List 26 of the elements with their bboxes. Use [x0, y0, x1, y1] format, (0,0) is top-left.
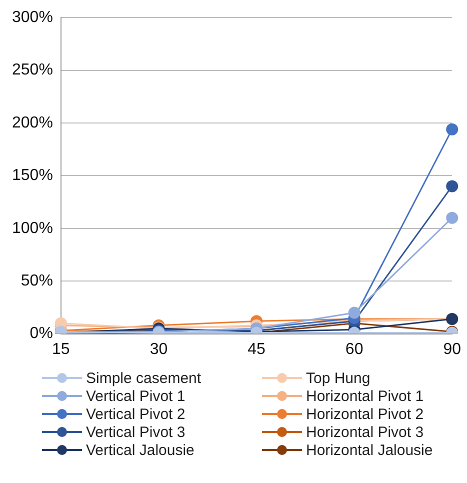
y-tick-label: 100% — [12, 220, 53, 237]
y-tick-label: 50% — [20, 272, 53, 290]
legend-label: Horizontal Jalousie — [306, 442, 433, 458]
x-tick-label: 30 — [150, 340, 168, 358]
legend-label: Simple casement — [86, 370, 202, 386]
x-tick-label: 15 — [52, 340, 70, 358]
y-tick-label: 250% — [12, 62, 53, 79]
y-tick-label: 0% — [30, 325, 53, 342]
x-tick-label: 60 — [345, 340, 364, 358]
legend-label: Vertical Pivot 3 — [86, 424, 186, 440]
y-tick-label: 300% — [12, 9, 53, 26]
point — [446, 123, 458, 136]
point — [446, 212, 458, 224]
legend-label: Vertical Jalousie — [86, 442, 194, 458]
legend-label: Horizontal Pivot 1 — [306, 388, 424, 404]
y-tick-label: 200% — [12, 114, 53, 132]
legend-label: Top Hung — [306, 370, 370, 386]
legend-label: Horizontal Pivot 2 — [306, 406, 424, 422]
legend-label: Horizontal Pivot 3 — [306, 424, 424, 440]
x-tick-label: 90 — [443, 340, 462, 358]
legend-label: Vertical Pivot 2 — [86, 406, 186, 422]
y-tick-label: 150% — [12, 167, 53, 184]
point — [348, 306, 360, 319]
x-tick-label: 45 — [248, 340, 266, 358]
legend-label: Vertical Pivot 1 — [86, 388, 186, 404]
point — [446, 180, 458, 192]
